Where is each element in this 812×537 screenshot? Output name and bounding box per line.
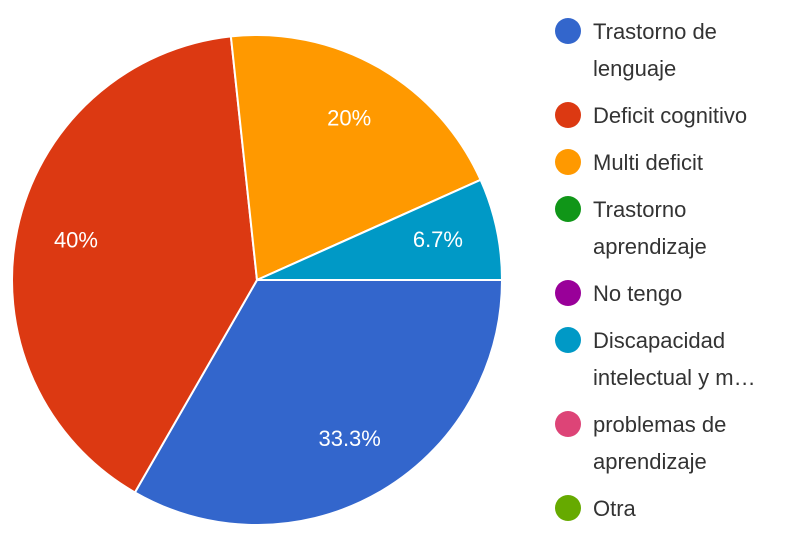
- legend-marker: [555, 327, 581, 353]
- legend-marker: [555, 196, 581, 222]
- legend-item: Multi deficit: [555, 144, 805, 181]
- slice-label: 6.7%: [413, 227, 463, 252]
- legend-marker: [555, 18, 581, 44]
- legend-item: Discapacidad intelectual y m…: [555, 322, 805, 396]
- legend-label: Trastorno aprendizaje: [593, 197, 707, 259]
- pie-slice: [133, 279, 504, 524]
- legend-item: problemas de aprendizaje: [555, 406, 805, 480]
- pie-slice: [229, 34, 482, 282]
- legend-item: Trastorno aprendizaje: [555, 191, 805, 265]
- legend-item: Deficit cognitivo: [555, 97, 805, 134]
- legend-marker: [555, 280, 581, 306]
- pie-chart: 33.3% 40% 20% 6.7%: [11, 34, 504, 524]
- legend-marker: [555, 495, 581, 521]
- page: 33.3% 40% 20% 6.7% Trastorno de lenguaje Def…: [11, 18, 756, 524]
- legend-marker: [555, 149, 581, 175]
- legend-label: Discapacidad intelectual y m…: [593, 328, 756, 390]
- legend-label: Otra: [593, 496, 636, 521]
- legend-label: Multi deficit: [593, 150, 704, 175]
- legend-item: Trastorno de lenguaje: [555, 13, 805, 87]
- legend-label: Deficit cognitivo: [593, 103, 748, 128]
- slice-label: 33.3%: [318, 426, 380, 451]
- legend-label: problemas de aprendizaje: [593, 412, 727, 474]
- legend-item: No tengo: [555, 275, 805, 312]
- legend-label: Trastorno de lenguaje: [593, 19, 717, 81]
- legend-marker: [555, 102, 581, 128]
- pie-slice: [11, 35, 259, 494]
- legend-label: No tengo: [593, 281, 683, 306]
- legend: Trastorno de lenguaje Deficit cognitivo Mu…: [555, 13, 805, 537]
- legend-marker: [555, 411, 581, 437]
- slice-label: 20%: [327, 105, 371, 130]
- slice-label: 40%: [54, 228, 98, 253]
- legend-item: Otra: [555, 490, 805, 527]
